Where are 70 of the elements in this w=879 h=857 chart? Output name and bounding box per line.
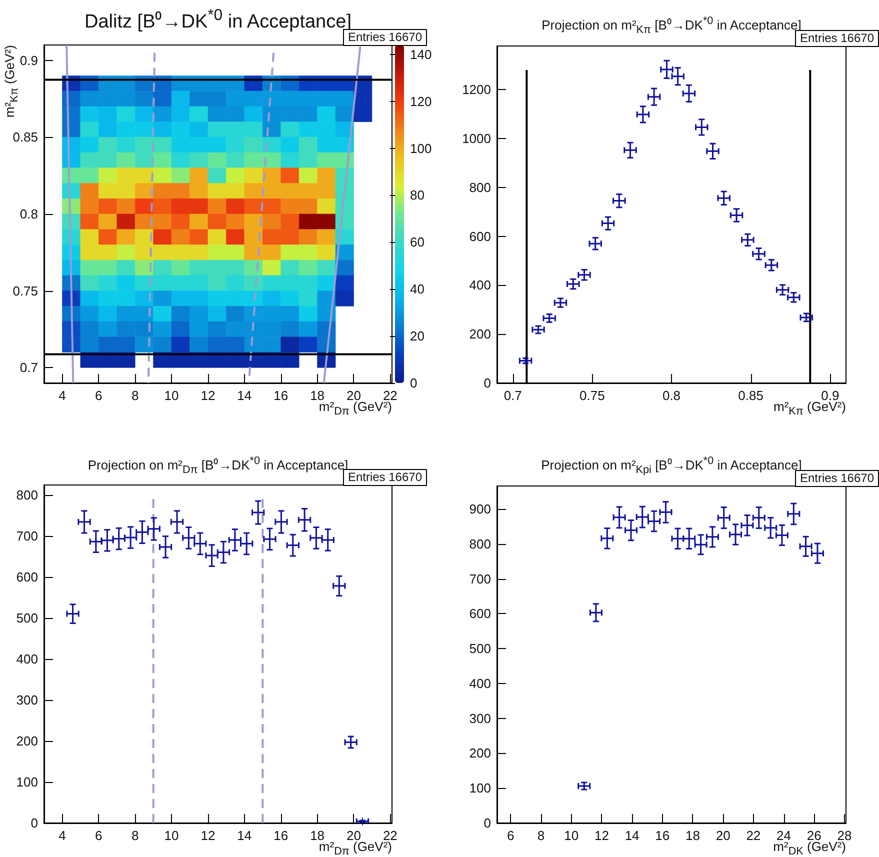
y-tick-label: 600 (469, 228, 491, 244)
y-tick-label: 700 (469, 571, 491, 586)
color-bar-label: 60 (410, 234, 424, 250)
y-tick-label: 1200 (462, 82, 491, 98)
color-bar-label: 20 (410, 328, 424, 344)
text: Entries 16670 (342, 29, 427, 46)
x-tick-label: 16 (274, 828, 288, 843)
color-bar-label: 0 (410, 376, 418, 390)
x-tick-label: 18 (686, 828, 700, 843)
x-tick-label: 14 (237, 388, 252, 403)
color-bar-label: 100 (410, 140, 432, 156)
y-tick-label: 300 (16, 692, 38, 708)
y-tick-label: 0.9 (20, 52, 38, 68)
x-tick-label: 22 (746, 828, 761, 843)
color-bar-label: 80 (410, 188, 424, 203)
y-tick-label: 800 (16, 487, 38, 502)
y-tick-label: 0 (484, 816, 491, 830)
x-tick-label: 6 (95, 388, 102, 403)
y-tick-label: 0.7 (20, 360, 38, 376)
color-bar-label: 120 (410, 94, 432, 109)
y-tick-label: 100 (16, 774, 38, 790)
x-tick-label: 16 (274, 388, 288, 403)
y-tick-label: 400 (469, 278, 491, 293)
y-tick-label: 400 (469, 676, 491, 691)
y-tick-label: 0.75 (12, 283, 38, 298)
y-tick-label: 400 (16, 651, 38, 666)
x-tick-label: 0.85 (738, 388, 764, 403)
x-tick-label: 12 (200, 388, 216, 403)
text: Entries 16670 (794, 470, 879, 487)
x-tick-label: 0.7 (504, 388, 522, 403)
x-tick-label: 4 (58, 388, 66, 403)
x-tick-label: 10 (164, 388, 179, 403)
y-tick-label: 600 (469, 606, 491, 622)
y-tick-label: 0 (30, 816, 38, 830)
y-tick-label: 200 (16, 733, 38, 748)
text: Entries 16670 (342, 469, 427, 486)
y-tick-label: 0 (484, 376, 491, 390)
text: Entries 16670 (794, 30, 879, 47)
y-tick-label: 500 (469, 641, 491, 656)
x-tick-label: 6 (95, 828, 102, 843)
y-tick-label: 800 (469, 180, 491, 195)
color-bar-label: 40 (410, 282, 424, 297)
color-bar-label: 140 (410, 46, 432, 62)
y-tick-label: 700 (16, 528, 38, 544)
x-tick-label: 6 (507, 828, 514, 843)
y-tick-label: 0.8 (20, 206, 38, 222)
x-tick-label: 0.75 (580, 388, 605, 403)
y-tick-label: 900 (469, 502, 491, 517)
y-tick-label: 500 (16, 610, 38, 626)
y-tick-label: 600 (16, 569, 38, 584)
y-tick-label: 200 (469, 326, 491, 342)
y-tick-label: 200 (469, 746, 491, 761)
y-tick-label: 0.85 (12, 130, 38, 145)
y-tick-label: 100 (469, 780, 491, 796)
x-tick-label: 16 (655, 828, 670, 843)
x-tick-label: 12 (200, 828, 216, 843)
y-tick-label: 1000 (462, 130, 491, 146)
x-tick-label: 8 (537, 828, 545, 843)
x-tick-label: 0.8 (662, 388, 681, 403)
x-tick-label: 8 (131, 388, 139, 403)
y-tick-label: 800 (469, 536, 491, 552)
x-tick-label: 10 (564, 828, 579, 843)
x-tick-label: 12 (594, 828, 609, 843)
x-tick-label: 10 (164, 828, 179, 843)
x-tick-label: 14 (237, 828, 252, 843)
x-tick-label: 4 (58, 828, 66, 843)
x-tick-label: 8 (131, 828, 139, 843)
x-tick-label: 14 (624, 828, 640, 843)
x-tick-label: 20 (716, 828, 730, 843)
y-tick-label: 300 (469, 710, 491, 726)
